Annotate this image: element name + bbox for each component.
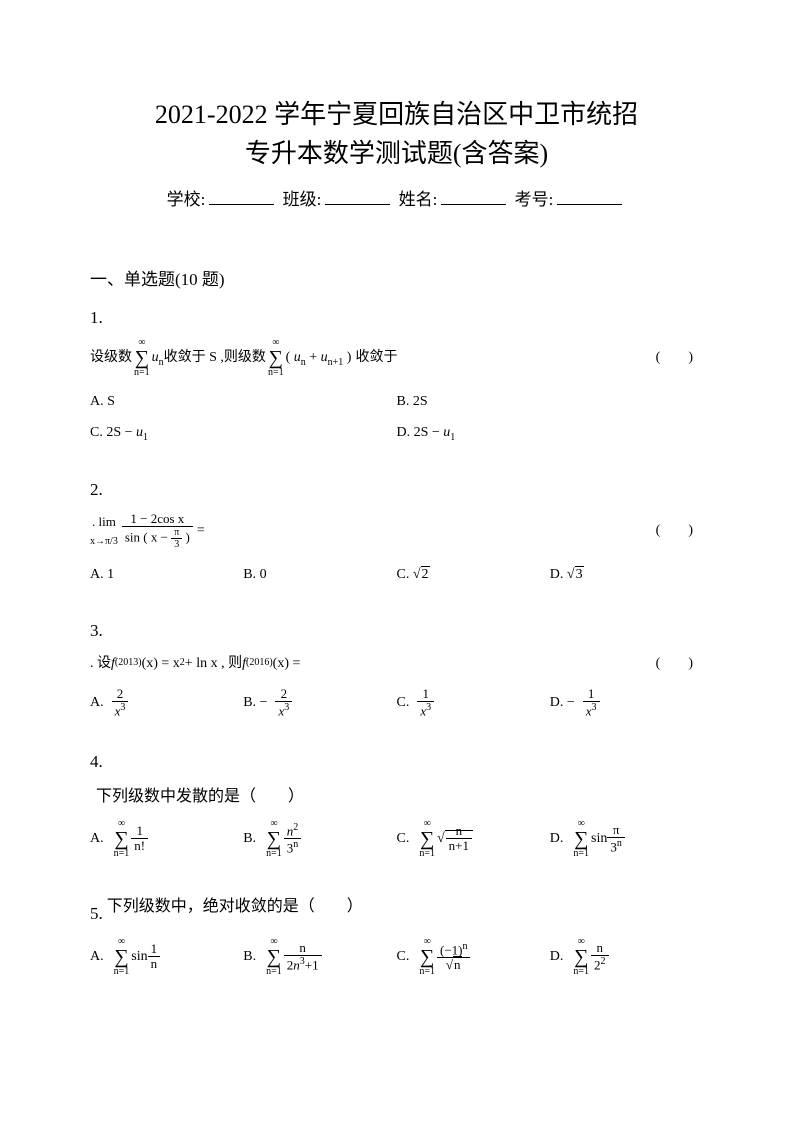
label-name: 姓名: bbox=[399, 190, 438, 209]
q5-options: A. ∞∑n=1 sin 1n B. ∞∑n=1 n2n3+1 C. ∞∑n=1… bbox=[90, 934, 703, 980]
info-line: 学校: 班级: 姓名: 考号: bbox=[90, 185, 703, 210]
q5-opt-a: A. ∞∑n=1 sin 1n bbox=[90, 937, 243, 977]
q3-options: A. 2x3 B. − 2x3 C. 1x3 D. − 1x3 bbox=[90, 684, 703, 722]
q2-opt-b: B. 0 bbox=[243, 562, 396, 587]
q4-opt-d: D. ∞∑n=1 sin π3n bbox=[550, 819, 703, 859]
question-2: 2. . lim x→π/3 1 − 2cos x sin ( x − π 3 bbox=[90, 480, 703, 591]
q5-row: 5. 下列级数中，绝对收敛的是（ ） bbox=[90, 892, 703, 934]
q5-opt-d: D. ∞∑n=1 n22 bbox=[550, 937, 703, 977]
q3-body: . 设 f(2013) (x) = x2 + ln x , 则 f(2016) … bbox=[90, 651, 703, 722]
label-class: 班级: bbox=[283, 190, 322, 209]
label-school: 学校: bbox=[167, 190, 206, 209]
q1-sum-2: ∞ ∑ n=1 bbox=[268, 338, 284, 378]
q2-opt-c: C. 2 bbox=[397, 562, 550, 587]
q1-stem-suffix: 收敛于 bbox=[355, 345, 397, 370]
q5-number: 5. bbox=[90, 904, 103, 924]
q3-paren: ( ) bbox=[656, 651, 693, 676]
q1-number: 1. bbox=[90, 308, 703, 328]
q4-body: A. ∞∑n=1 1n! B. ∞∑n=1 n23n C. ∞∑n=1 nn+1… bbox=[90, 816, 703, 862]
q1-term1: un bbox=[152, 345, 164, 372]
q3-opt-d: D. − 1x3 bbox=[550, 687, 703, 719]
page-title: 2021-2022 学年宁夏回族自治区中卫市统招 专升本数学测试题(含答案) bbox=[90, 95, 703, 173]
q3-opt-c: C. 1x3 bbox=[397, 687, 550, 719]
q2-opt-a: A. 1 bbox=[90, 562, 243, 587]
title-line-2: 专升本数学测试题(含答案) bbox=[90, 134, 703, 173]
q1-paren: ( ) bbox=[656, 345, 693, 370]
q3-opt-b: B. − 2x3 bbox=[243, 687, 396, 719]
q2-lim: . lim x→π/3 1 − 2cos x sin ( x − π 3 ) bbox=[90, 510, 205, 551]
q1-opt-a: A. S bbox=[90, 386, 397, 417]
title-line-1: 2021-2022 学年宁夏回族自治区中卫市统招 bbox=[90, 95, 703, 134]
q1-body: 设级数 ∞ ∑ n=1 un 收敛于 S ,则级数 ∞ ∑ n=1 ( un +… bbox=[90, 338, 703, 450]
q1-opt-c: C. 2S − u1 bbox=[90, 417, 397, 450]
q4-number: 4. bbox=[90, 752, 703, 772]
blank-name bbox=[441, 188, 506, 205]
blank-examno bbox=[557, 188, 622, 205]
q3-stem: . 设 f(2013) (x) = x2 + ln x , 则 f(2016) … bbox=[90, 651, 703, 676]
q1-stem-prefix: 设级数 bbox=[90, 345, 132, 370]
q1-opt-d: D. 2S − u1 bbox=[397, 417, 704, 450]
q5-opt-c: C. ∞∑n=1 (−1)nn bbox=[397, 937, 550, 977]
q5-opt-b: B. ∞∑n=1 n2n3+1 bbox=[243, 937, 396, 977]
q4-opt-b: B. ∞∑n=1 n23n bbox=[243, 819, 396, 859]
q2-options: A. 1 B. 0 C. 2 D. 3 bbox=[90, 559, 703, 590]
q4-options: A. ∞∑n=1 1n! B. ∞∑n=1 n23n C. ∞∑n=1 nn+1… bbox=[90, 816, 703, 862]
q2-opt-d: D. 3 bbox=[550, 562, 703, 587]
section-1-title: 一、单选题(10 题) bbox=[90, 265, 703, 290]
q1-stem-mid: 收敛于 S ,则级数 bbox=[164, 345, 266, 370]
question-4: 4. 下列级数中发散的是（ ） A. ∞∑n=1 1n! B. ∞∑n=1 n2… bbox=[90, 752, 703, 862]
question-5: 5. 下列级数中，绝对收敛的是（ ） A. ∞∑n=1 sin 1n B. ∞∑… bbox=[90, 892, 703, 980]
q1-sum-1: ∞ ∑ n=1 bbox=[134, 338, 150, 378]
q1-stem: 设级数 ∞ ∑ n=1 un 收敛于 S ,则级数 ∞ ∑ n=1 ( un +… bbox=[90, 338, 703, 378]
question-3: 3. . 设 f(2013) (x) = x2 + ln x , 则 f(201… bbox=[90, 621, 703, 722]
question-1: 1. 设级数 ∞ ∑ n=1 un 收敛于 S ,则级数 ∞ ∑ n=1 ( u… bbox=[90, 308, 703, 450]
q1-opt-b: B. 2S bbox=[397, 386, 704, 417]
q4-stem: 下列级数中发散的是（ ） bbox=[96, 782, 703, 806]
q2-stem: . lim x→π/3 1 − 2cos x sin ( x − π 3 ) bbox=[90, 510, 703, 551]
label-examno: 考号: bbox=[515, 190, 554, 209]
q2-paren: ( ) bbox=[656, 518, 693, 543]
q1-options: A. S B. 2S C. 2S − u1 D. 2S − u1 bbox=[90, 386, 703, 450]
q3-number: 3. bbox=[90, 621, 703, 641]
q3-opt-a: A. 2x3 bbox=[90, 687, 243, 719]
blank-class bbox=[325, 188, 390, 205]
q1-term2: ( un + un+1 ) bbox=[286, 345, 352, 372]
q2-number: 2. bbox=[90, 480, 703, 500]
q2-body: . lim x→π/3 1 − 2cos x sin ( x − π 3 ) bbox=[90, 510, 703, 591]
q2-frac: 1 − 2cos x sin ( x − π 3 ) bbox=[122, 512, 193, 550]
q4-opt-c: C. ∞∑n=1 nn+1 bbox=[397, 819, 550, 859]
blank-school bbox=[209, 188, 274, 205]
q4-opt-a: A. ∞∑n=1 1n! bbox=[90, 819, 243, 859]
q5-stem: 下列级数中，绝对收敛的是（ ） bbox=[107, 892, 363, 916]
q5-body: A. ∞∑n=1 sin 1n B. ∞∑n=1 n2n3+1 C. ∞∑n=1… bbox=[90, 934, 703, 980]
